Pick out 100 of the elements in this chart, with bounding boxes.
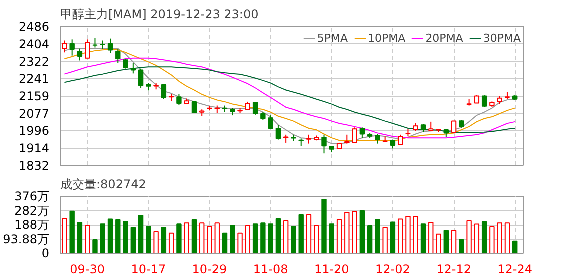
candlestick (176, 94, 182, 106)
bar (77, 222, 83, 254)
bar (214, 222, 220, 254)
y-tick-label: 2159 (18, 90, 50, 104)
bar (291, 226, 296, 254)
bar (367, 226, 373, 254)
bar (245, 226, 251, 254)
x-tick-label: 11-20 (314, 262, 350, 276)
bar (70, 210, 75, 254)
bar (436, 234, 442, 254)
candlestick (192, 100, 198, 114)
bar (298, 214, 304, 254)
x-tick-label: 10-17 (131, 262, 166, 276)
bar (154, 231, 159, 254)
bar (329, 224, 334, 254)
bar (459, 240, 464, 254)
bar (336, 219, 342, 254)
bar (375, 219, 380, 254)
candlestick (398, 134, 404, 146)
bar (283, 220, 289, 254)
y-tick-label: 282万 (14, 204, 50, 218)
candlestick (85, 39, 90, 59)
bar (161, 227, 167, 254)
bar (428, 222, 434, 254)
bar (168, 232, 174, 254)
bar (62, 218, 68, 254)
candlestick (100, 40, 106, 50)
candlestick (108, 38, 114, 54)
y-tick-label: 2241 (18, 72, 50, 86)
candlestick (123, 58, 128, 70)
bar (512, 240, 518, 254)
candlestick (322, 134, 327, 154)
bar (85, 224, 90, 254)
bar (260, 222, 266, 254)
x-tick-label: 12-24 (498, 262, 533, 276)
bar (482, 221, 488, 254)
legend-label: 10PMA (368, 32, 406, 44)
bar (207, 226, 212, 254)
bar (306, 214, 312, 254)
y-tick-label: 188万 (14, 218, 50, 232)
bar (352, 211, 358, 254)
bar (444, 230, 449, 254)
candlestick (130, 62, 136, 74)
bar (398, 218, 404, 254)
bar (108, 218, 114, 254)
bar (146, 226, 152, 254)
x-tick-label: 12-12 (436, 262, 472, 276)
y-tick-label: 1996 (18, 124, 50, 138)
bar (466, 220, 472, 254)
chart-title: 甲醇主力[MAM] 2019-12-23 23:00 (60, 8, 259, 22)
candlestick (77, 48, 83, 62)
y-tick-label: 2486 (18, 20, 50, 34)
y-tick-label: 0 (42, 246, 50, 260)
candlestick (352, 127, 358, 144)
bar (344, 212, 350, 254)
candlestick (360, 127, 366, 139)
bar (176, 224, 182, 254)
candlestick (268, 115, 274, 130)
bar (238, 232, 243, 254)
bar (100, 224, 106, 254)
line-series (64, 66, 516, 134)
candlestick (161, 84, 167, 100)
bar (252, 224, 258, 254)
x-tick-label: 09-30 (70, 262, 106, 276)
bar (276, 218, 282, 254)
y-tick-label: 2404 (18, 37, 50, 52)
bar (92, 240, 98, 254)
candlestick (116, 48, 121, 64)
bar (497, 222, 502, 254)
x-tick-label: 12-02 (376, 262, 410, 276)
bar (406, 216, 411, 254)
y-tick-label: 93.88万 (3, 232, 50, 246)
bar (222, 232, 228, 254)
candlestick (62, 40, 68, 54)
bar (382, 227, 388, 254)
candlestick (70, 39, 75, 56)
bar (490, 226, 495, 254)
bar (268, 224, 274, 254)
bar (116, 219, 121, 254)
bar (451, 230, 457, 254)
y-tick-label: 2077 (18, 106, 50, 121)
bar (230, 225, 236, 254)
bar (413, 216, 418, 254)
bar (314, 226, 320, 254)
y-tick-label: 1914 (18, 142, 50, 156)
bar (130, 227, 136, 254)
candlestick (252, 102, 258, 116)
bar (420, 224, 426, 254)
candlestick (482, 95, 488, 108)
bar (123, 221, 128, 254)
legend-label: 30PMA (483, 32, 521, 44)
bar (360, 210, 366, 254)
bar (184, 222, 190, 254)
bar (192, 219, 198, 254)
bar (474, 224, 480, 254)
y-tick-label: 2322 (18, 54, 50, 69)
legend-label: 5PMA (317, 32, 348, 44)
bar (322, 199, 327, 254)
candlestick (375, 134, 380, 144)
candlestick (276, 124, 282, 140)
